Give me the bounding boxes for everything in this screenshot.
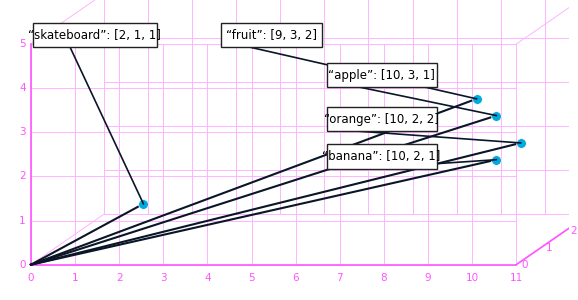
Text: 11: 11	[510, 273, 523, 283]
Text: 3: 3	[160, 273, 166, 283]
Text: “orange”: [10, 2, 2]: “orange”: [10, 2, 2]	[324, 112, 439, 126]
Text: 2: 2	[19, 172, 25, 182]
Text: 7: 7	[336, 273, 343, 283]
Text: 8: 8	[380, 273, 387, 283]
Text: 10: 10	[465, 273, 479, 283]
FancyBboxPatch shape	[327, 145, 437, 169]
Text: 0: 0	[521, 260, 528, 270]
Text: 5: 5	[248, 273, 255, 283]
Text: 0: 0	[19, 260, 25, 270]
Text: “banana”: [10, 2, 1]: “banana”: [10, 2, 1]	[323, 150, 441, 163]
Text: 0: 0	[28, 273, 34, 283]
FancyBboxPatch shape	[327, 63, 437, 87]
Text: 4: 4	[204, 273, 211, 283]
FancyBboxPatch shape	[221, 23, 322, 47]
Text: 3: 3	[19, 128, 25, 137]
Text: 2: 2	[116, 273, 123, 283]
Text: “apple”: [10, 3, 1]: “apple”: [10, 3, 1]	[328, 68, 435, 82]
Text: 2: 2	[570, 226, 577, 236]
Text: 1: 1	[546, 243, 553, 253]
Text: 1: 1	[19, 216, 25, 226]
Text: 6: 6	[292, 273, 299, 283]
FancyBboxPatch shape	[33, 23, 157, 47]
Text: 4: 4	[19, 83, 25, 93]
Text: 5: 5	[19, 39, 25, 49]
Text: 9: 9	[425, 273, 431, 283]
FancyBboxPatch shape	[327, 107, 437, 131]
Text: “fruit”: [9, 3, 2]: “fruit”: [9, 3, 2]	[226, 29, 317, 42]
Text: “skateboard”: [2, 1, 1]: “skateboard”: [2, 1, 1]	[28, 29, 161, 42]
Text: 1: 1	[72, 273, 79, 283]
